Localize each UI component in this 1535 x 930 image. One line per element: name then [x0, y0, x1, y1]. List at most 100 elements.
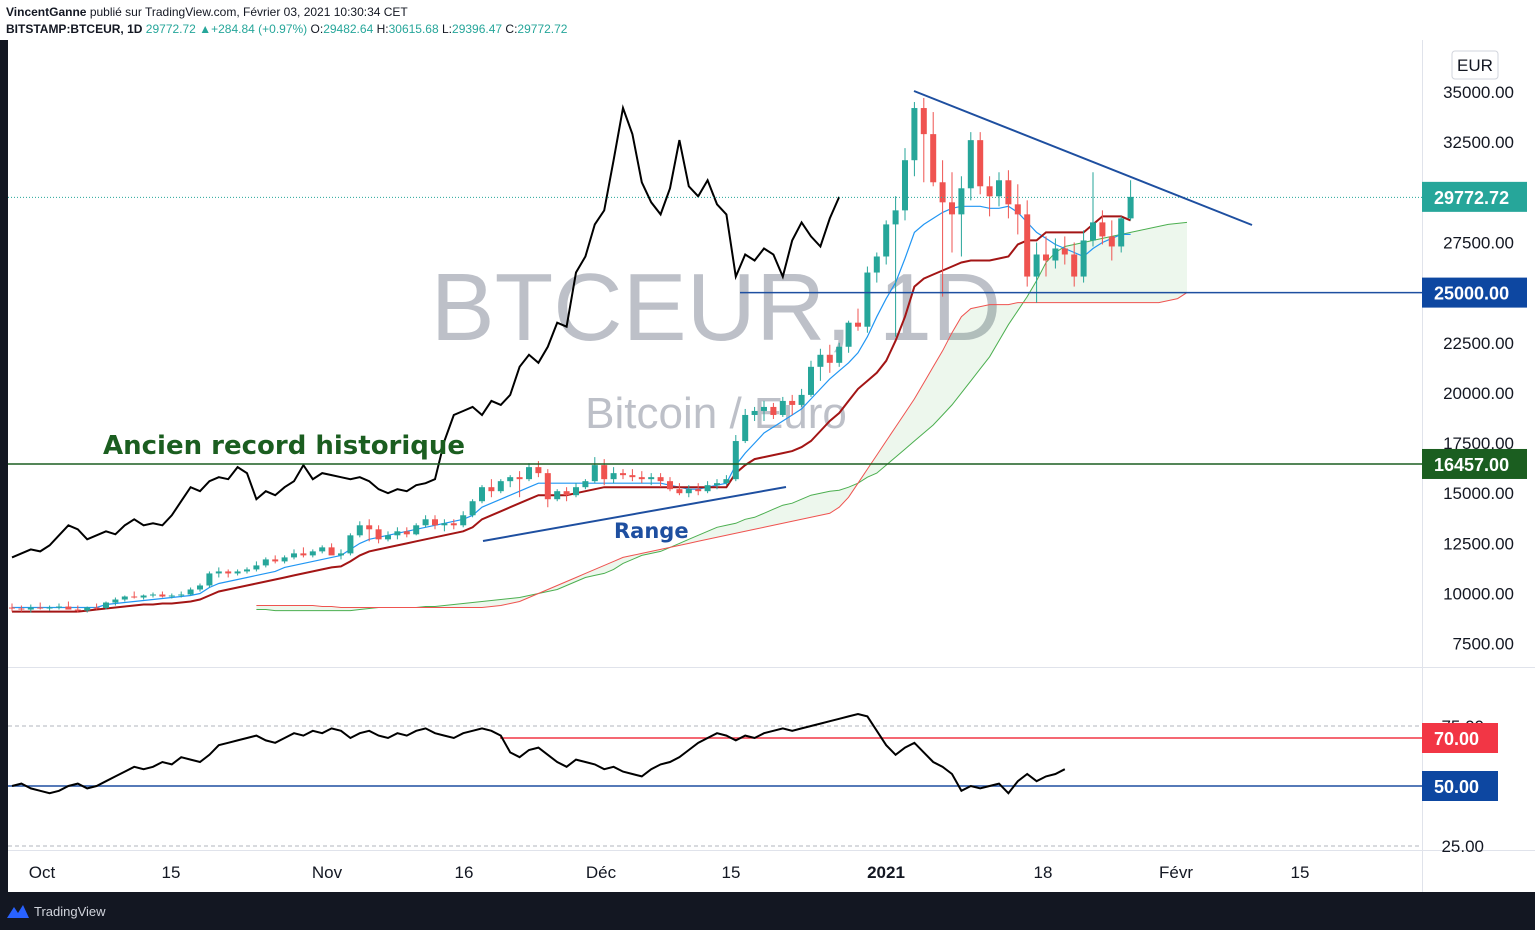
candle[interactable]: [1080, 230, 1087, 283]
candle[interactable]: [65, 601, 72, 610]
candle[interactable]: [319, 545, 326, 554]
candle[interactable]: [244, 567, 250, 574]
candle[interactable]: [704, 481, 711, 494]
candle[interactable]: [131, 591, 138, 599]
candle[interactable]: [422, 515, 429, 528]
candle[interactable]: [967, 132, 974, 201]
candle[interactable]: [732, 435, 739, 482]
candle[interactable]: [563, 487, 570, 502]
candle[interactable]: [168, 593, 175, 599]
candle[interactable]: [27, 604, 34, 613]
candle[interactable]: [1014, 184, 1021, 235]
candle[interactable]: [253, 561, 260, 572]
candle[interactable]: [159, 591, 166, 598]
candle[interactable]: [37, 602, 44, 610]
candle[interactable]: [1090, 172, 1096, 247]
candle[interactable]: [676, 483, 683, 496]
candle[interactable]: [958, 176, 965, 257]
candle[interactable]: [178, 591, 185, 598]
candle[interactable]: [1108, 220, 1115, 261]
author[interactable]: VincentGanne: [6, 5, 87, 19]
candle[interactable]: [873, 252, 880, 283]
candle[interactable]: [657, 473, 664, 488]
candle[interactable]: [526, 463, 532, 482]
candle[interactable]: [685, 485, 692, 498]
candle[interactable]: [441, 519, 448, 532]
candle[interactable]: [855, 308, 861, 331]
candle[interactable]: [789, 394, 796, 415]
candle[interactable]: [902, 148, 908, 221]
candle[interactable]: [883, 220, 890, 265]
candle[interactable]: [234, 569, 241, 576]
candle[interactable]: [1118, 216, 1125, 253]
candle[interactable]: [46, 605, 53, 611]
rsi-pane[interactable]: [8, 668, 1422, 850]
candle[interactable]: [497, 479, 504, 494]
candle[interactable]: [291, 549, 297, 560]
candle[interactable]: [808, 360, 814, 397]
symbol[interactable]: BITSTAMP:BTCEUR, 1D: [6, 22, 143, 36]
candle[interactable]: [638, 471, 645, 484]
candle[interactable]: [469, 499, 476, 518]
candle[interactable]: [272, 555, 279, 564]
candle[interactable]: [1005, 170, 1012, 219]
candle[interactable]: [920, 98, 927, 183]
candle[interactable]: [103, 601, 109, 610]
candle[interactable]: [723, 475, 730, 486]
descending-trendline[interactable]: [913, 90, 1253, 226]
rsi-badge[interactable]: 70.00: [1422, 723, 1498, 753]
candle[interactable]: [225, 569, 232, 578]
candle[interactable]: [460, 511, 467, 528]
candle[interactable]: [413, 523, 420, 536]
candle[interactable]: [591, 457, 598, 484]
candle[interactable]: [112, 597, 119, 606]
candle[interactable]: [1099, 210, 1106, 245]
candle[interactable]: [761, 400, 767, 421]
candle[interactable]: [56, 603, 62, 610]
candle[interactable]: [197, 583, 203, 592]
candle[interactable]: [845, 320, 852, 353]
candle[interactable]: [347, 533, 354, 556]
candle[interactable]: [403, 527, 410, 538]
candle[interactable]: [121, 595, 128, 602]
candle[interactable]: [432, 515, 438, 530]
range-trendline[interactable]: [482, 486, 787, 542]
candle[interactable]: [949, 172, 955, 253]
price-badge[interactable]: 25000.00: [1422, 277, 1527, 308]
candle[interactable]: [892, 196, 899, 337]
candle[interactable]: [516, 471, 523, 498]
candle[interactable]: [864, 266, 871, 333]
candle[interactable]: [187, 587, 194, 596]
candle[interactable]: [610, 467, 617, 484]
candle[interactable]: [1061, 236, 1068, 265]
candle[interactable]: [385, 531, 391, 542]
candle[interactable]: [488, 479, 495, 498]
candle[interactable]: [779, 396, 786, 417]
candle[interactable]: [986, 176, 993, 217]
candle[interactable]: [817, 348, 824, 381]
candle[interactable]: [84, 606, 91, 613]
candle[interactable]: [939, 160, 946, 297]
price-badge[interactable]: 16457.00: [1422, 448, 1527, 479]
candle[interactable]: [74, 605, 81, 613]
price-badge[interactable]: 29772.72: [1422, 181, 1527, 212]
candle[interactable]: [394, 527, 401, 540]
candle[interactable]: [1071, 242, 1078, 287]
currency-selector[interactable]: EUR: [1451, 50, 1499, 80]
candle[interactable]: [206, 571, 213, 588]
price-chart[interactable]: BTCEUR, 1D Bitcoin / Euro Ancien record hi…: [0, 40, 1535, 892]
candle[interactable]: [1043, 236, 1049, 277]
time-axis-pane[interactable]: [8, 851, 1535, 892]
candle[interactable]: [366, 519, 373, 542]
candle[interactable]: [996, 172, 1002, 207]
candle[interactable]: [150, 592, 156, 598]
candle[interactable]: [1127, 180, 1134, 221]
candle[interactable]: [573, 483, 579, 498]
candle[interactable]: [544, 469, 551, 508]
candle[interactable]: [930, 112, 937, 187]
candle[interactable]: [507, 475, 514, 488]
candle[interactable]: [450, 519, 457, 530]
candle[interactable]: [742, 408, 749, 444]
candle[interactable]: [826, 344, 833, 373]
candle[interactable]: [554, 489, 561, 502]
